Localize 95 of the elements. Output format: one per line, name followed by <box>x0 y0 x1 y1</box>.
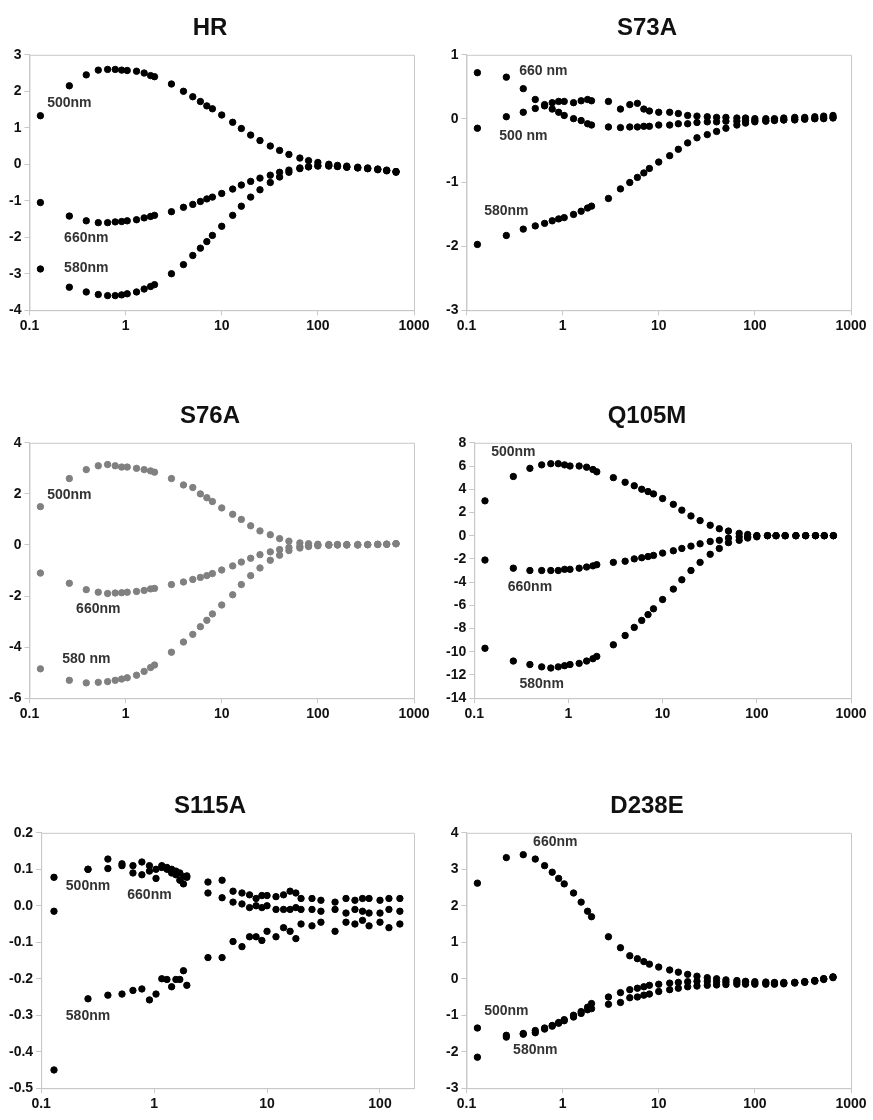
x-tick-label: 1000 <box>835 705 867 722</box>
y-tick-label: -4 <box>9 637 22 654</box>
y-tick-label: -0.1 <box>9 933 34 950</box>
series-label: 500nm <box>484 1002 529 1019</box>
series-label: 580nm <box>65 1006 111 1023</box>
y-tick-label: 0.1 <box>13 860 34 877</box>
x-tick-label: 1 <box>558 1095 567 1112</box>
x-tick-label: 100 <box>306 317 330 334</box>
y-tick-label: -1 <box>446 1006 459 1023</box>
series-label: 660 nm <box>519 62 568 79</box>
series-label: 500nm <box>47 93 92 110</box>
series-label: 660nm <box>507 578 553 595</box>
y-tick-label: 2 <box>13 82 22 99</box>
series-label: 660nm <box>533 832 578 849</box>
x-tick-label: 100 <box>745 705 769 722</box>
y-tick-label: 1 <box>450 933 459 950</box>
x-tick-label: 100 <box>743 1095 767 1112</box>
x-tick-label: 1 <box>121 317 130 334</box>
series-label: 580nm <box>513 1040 558 1057</box>
series-label: 580nm <box>519 674 564 691</box>
chart-title: D238E <box>610 791 684 819</box>
y-tick-label: -4 <box>453 572 467 589</box>
y-tick-label: 3 <box>13 45 22 62</box>
series-label: 660nm <box>127 885 172 902</box>
y-tick-label: 0.2 <box>13 823 34 840</box>
y-tick-label: -6 <box>453 596 467 613</box>
y-tick-label: -2 <box>446 237 459 254</box>
y-tick-label: 1 <box>13 118 22 135</box>
y-tick-label: 2 <box>458 503 467 520</box>
series-label: 660nm <box>76 600 121 617</box>
x-tick-label: 10 <box>259 1095 276 1112</box>
x-tick-label: 1 <box>121 705 130 722</box>
series-label: 580nm <box>64 258 109 275</box>
y-tick-label: 0 <box>13 535 22 552</box>
y-tick-label: 0 <box>450 109 459 126</box>
y-tick-label: -3 <box>446 301 459 318</box>
x-tick-label: 1000 <box>398 705 430 722</box>
y-tick-label: -4 <box>9 301 22 318</box>
y-tick-label: 2 <box>450 896 459 913</box>
y-tick-label: 4 <box>450 823 459 840</box>
y-tick-label: 0 <box>458 526 467 543</box>
x-tick-label: 100 <box>306 705 330 722</box>
y-tick-label: -1 <box>9 191 22 208</box>
y-tick-label: -10 <box>446 642 467 659</box>
chart-title: S73A <box>616 13 678 41</box>
y-tick-label: -8 <box>453 619 467 636</box>
y-tick-label: 0 <box>450 969 459 986</box>
y-tick-label: -0.4 <box>9 1042 34 1059</box>
y-tick-label: 0 <box>13 155 22 172</box>
y-tick-label: 1 <box>450 45 459 62</box>
y-tick-label: -0.3 <box>9 1006 34 1023</box>
x-tick-label: 1000 <box>835 317 867 334</box>
y-tick-label: 3 <box>450 860 459 877</box>
y-tick-label: -0.2 <box>9 969 34 986</box>
y-tick-label: -3 <box>9 264 22 281</box>
y-tick-label: 4 <box>458 480 467 497</box>
y-tick-label: -3 <box>446 1079 459 1096</box>
series-label: 500 nm <box>499 127 548 144</box>
chart-title: HR <box>192 13 228 41</box>
x-tick-label: 1 <box>558 317 567 334</box>
y-tick-label: 2 <box>13 484 22 501</box>
series-label: 500nm <box>65 877 111 894</box>
y-tick-label: -2 <box>9 228 22 245</box>
x-tick-label: 1000 <box>398 317 430 334</box>
y-tick-label: -2 <box>453 549 467 566</box>
y-tick-label: 0.0 <box>13 896 34 913</box>
chart-title: S115A <box>173 791 247 819</box>
y-tick-label: -14 <box>446 689 467 706</box>
x-tick-label: 0.1 <box>31 1095 52 1112</box>
y-tick-label: -2 <box>9 586 22 603</box>
y-tick-label: 6 <box>458 456 467 473</box>
x-tick-label: 10 <box>650 317 667 334</box>
series-label: 580nm <box>484 202 529 219</box>
y-tick-label: -6 <box>9 689 22 706</box>
x-tick-label: 10 <box>213 705 230 722</box>
y-tick-label: -12 <box>446 665 467 682</box>
y-tick-label: -1 <box>446 173 459 190</box>
chart-title: S76A <box>179 401 241 429</box>
y-tick-label: 4 <box>13 433 22 450</box>
x-tick-label: 1 <box>564 705 573 722</box>
series-label: 500nm <box>47 486 92 503</box>
series-label: 580 nm <box>62 649 111 666</box>
series-label: 500nm <box>491 443 536 460</box>
y-tick-label: -2 <box>446 1042 459 1059</box>
x-tick-label: 1000 <box>835 1095 867 1112</box>
y-tick-label: 8 <box>458 433 467 450</box>
chart-title: Q105M <box>607 401 687 429</box>
y-tick-label: -0.5 <box>9 1079 34 1096</box>
x-tick-label: 100 <box>743 317 767 334</box>
x-tick-label: 1 <box>150 1095 159 1112</box>
series-label: 660nm <box>64 228 109 245</box>
x-tick-label: 100 <box>368 1095 392 1112</box>
x-tick-label: 10 <box>213 317 230 334</box>
x-tick-label: 10 <box>650 1095 667 1112</box>
x-tick-label: 10 <box>654 705 671 722</box>
